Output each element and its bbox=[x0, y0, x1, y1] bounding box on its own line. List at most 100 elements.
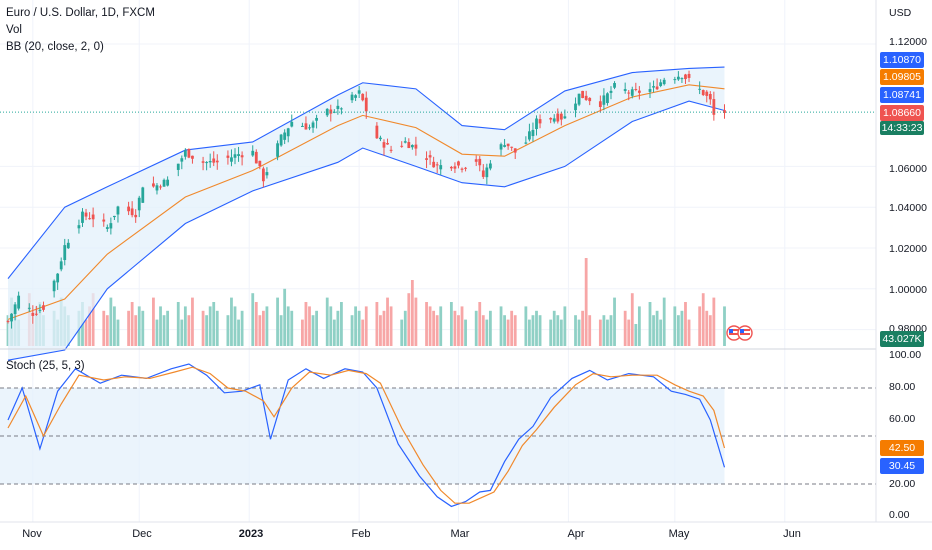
candle-body bbox=[705, 91, 709, 96]
volume-bar bbox=[350, 315, 354, 346]
candle-body bbox=[354, 95, 358, 98]
candle-body bbox=[627, 92, 631, 94]
candle-body bbox=[127, 206, 130, 212]
volume-bar bbox=[407, 293, 411, 346]
volume-bar bbox=[187, 315, 191, 346]
candle-body bbox=[251, 150, 255, 156]
currency-label[interactable]: USD bbox=[889, 7, 912, 19]
volume-bar bbox=[251, 293, 255, 346]
volume-bar bbox=[425, 302, 428, 346]
volume-bar bbox=[162, 315, 166, 346]
volume-bar bbox=[428, 306, 432, 346]
flag-stripe bbox=[729, 329, 739, 331]
candle-body bbox=[166, 179, 170, 186]
volume-bar bbox=[127, 310, 130, 346]
candlesticks bbox=[6, 70, 726, 329]
volume-bar bbox=[240, 310, 244, 346]
volume-bar bbox=[340, 302, 343, 346]
candle-body bbox=[10, 313, 13, 322]
event-icons[interactable] bbox=[726, 325, 753, 341]
volume-bar bbox=[286, 306, 290, 346]
candle-body bbox=[513, 148, 517, 153]
stoch-legend[interactable]: Stoch (25, 5, 3) bbox=[6, 360, 85, 372]
candle-body bbox=[488, 163, 492, 169]
bollinger-legend[interactable]: BB (20, close, 2, 0) bbox=[6, 41, 104, 53]
stoch-d-badge: 42.50 bbox=[880, 440, 924, 456]
candle-body bbox=[499, 144, 503, 150]
candle-body bbox=[113, 215, 116, 218]
bb-fill bbox=[8, 67, 725, 361]
candle-body bbox=[226, 155, 230, 158]
volume-bar bbox=[311, 315, 315, 346]
candle-body bbox=[598, 101, 602, 108]
candle-body bbox=[332, 111, 336, 113]
candle-body bbox=[389, 149, 393, 151]
volume-legend[interactable]: Vol bbox=[6, 24, 22, 36]
volume-bar bbox=[400, 319, 404, 346]
stoch-tick: 80.00 bbox=[889, 381, 916, 393]
candle-body bbox=[662, 79, 666, 85]
candle-body bbox=[676, 76, 680, 80]
price-tick: 1.04000 bbox=[889, 202, 927, 214]
volume-bar bbox=[464, 319, 467, 346]
candle-body bbox=[474, 159, 478, 162]
us-flag-event-icon[interactable] bbox=[737, 325, 753, 341]
candle-body bbox=[652, 86, 655, 88]
volume-bar bbox=[354, 306, 358, 346]
volume-bar bbox=[261, 310, 265, 346]
volume-bar bbox=[648, 302, 652, 346]
volume-bar bbox=[435, 315, 439, 346]
candle-body bbox=[350, 94, 354, 101]
volume-bar bbox=[233, 306, 237, 346]
candle-body bbox=[88, 218, 91, 220]
candle-body bbox=[528, 131, 531, 140]
candle-body bbox=[432, 161, 436, 168]
volume-bar bbox=[584, 258, 588, 346]
candle-body bbox=[42, 305, 45, 310]
volume-bar bbox=[630, 293, 634, 346]
candle-body bbox=[506, 143, 510, 147]
candle-body bbox=[552, 118, 556, 122]
volume-bar bbox=[389, 306, 393, 346]
stoch-tick: 0.00 bbox=[889, 509, 910, 521]
volume-bar bbox=[655, 310, 659, 346]
bollinger-bands bbox=[7, 66, 725, 361]
volume-bar bbox=[208, 306, 212, 346]
candle-body bbox=[17, 295, 21, 309]
candle-body bbox=[581, 90, 585, 99]
volume-bar bbox=[137, 306, 141, 346]
candle-body bbox=[265, 172, 269, 176]
volume-bar bbox=[183, 306, 187, 346]
candle-body bbox=[602, 95, 606, 105]
candle-body bbox=[428, 155, 432, 158]
volume-bar bbox=[201, 310, 205, 346]
candle-body bbox=[6, 320, 10, 322]
candle-body bbox=[531, 129, 535, 137]
candle-body bbox=[215, 160, 219, 163]
candle-body bbox=[648, 89, 652, 92]
volume-bar bbox=[230, 297, 233, 346]
volume-bar bbox=[708, 315, 712, 346]
candle-body bbox=[237, 154, 240, 156]
candle-body bbox=[386, 143, 389, 145]
volume-bar bbox=[510, 310, 514, 346]
volume-bar bbox=[155, 319, 159, 346]
candle-body bbox=[304, 123, 308, 130]
volume-bar bbox=[701, 293, 705, 346]
volume-bar bbox=[563, 306, 567, 346]
candle-body bbox=[276, 143, 279, 157]
volume-bar bbox=[212, 302, 216, 346]
volume-bar bbox=[141, 310, 145, 346]
candle-body bbox=[63, 245, 67, 261]
candle-body bbox=[230, 157, 233, 162]
symbol-title[interactable]: Euro / U.S. Dollar, 1D, FXCM bbox=[6, 7, 155, 19]
candle-body bbox=[91, 214, 95, 220]
candle-body bbox=[187, 149, 191, 158]
volume-bar bbox=[559, 319, 563, 346]
volume-bar bbox=[159, 306, 162, 346]
flag-stripe bbox=[740, 329, 750, 331]
volume-bar bbox=[577, 319, 581, 346]
candle-body bbox=[81, 211, 84, 223]
volume-bar bbox=[680, 310, 684, 346]
